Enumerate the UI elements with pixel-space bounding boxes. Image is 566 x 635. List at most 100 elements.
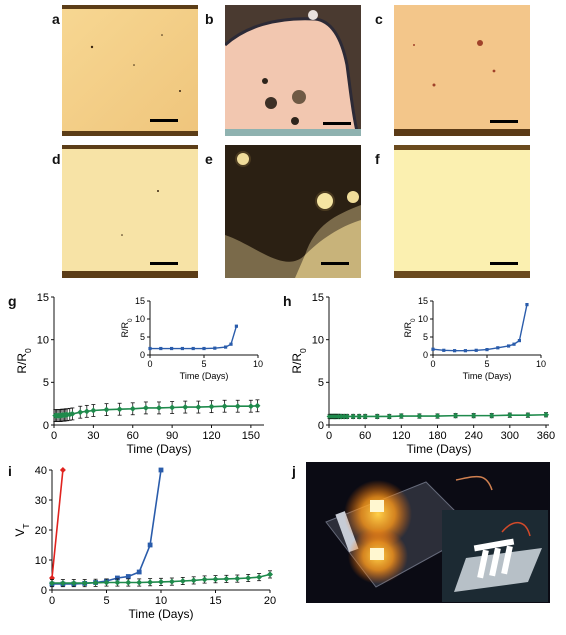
micrograph-d	[62, 145, 198, 278]
y-tick-label: 10	[135, 314, 145, 324]
scale-bar	[323, 122, 351, 125]
x-axis-label: Time (Days)	[463, 371, 512, 381]
y-tick-label: 40	[35, 465, 47, 477]
data-point	[256, 574, 263, 581]
data-point	[59, 580, 66, 587]
data-point	[453, 349, 457, 353]
data-point	[374, 413, 381, 420]
x-tick-label: 0	[326, 430, 332, 442]
data-point	[136, 569, 142, 575]
panel-label-d: d	[52, 151, 61, 167]
data-point	[234, 403, 241, 410]
data-point	[125, 579, 132, 586]
x-tick-label: 0	[51, 430, 57, 442]
data-point	[488, 412, 495, 419]
data-point	[158, 578, 164, 585]
data-point	[170, 346, 174, 351]
data-point	[356, 413, 363, 420]
data-point	[159, 346, 163, 351]
micrograph-b-image	[225, 5, 361, 136]
y-tick-label: 15	[135, 296, 145, 306]
data-point	[507, 344, 511, 348]
y-axis-label: R/R0	[15, 348, 33, 374]
data-point	[221, 403, 228, 410]
data-point	[142, 404, 149, 411]
micrograph-e-image	[225, 145, 361, 278]
x-tick-label: 5	[201, 359, 206, 369]
data-point	[517, 339, 521, 343]
data-point	[442, 348, 446, 352]
x-tick-label: 5	[484, 359, 489, 369]
y-tick-label: 10	[312, 335, 324, 347]
data-point	[92, 579, 99, 586]
g-inset-group: 0 5 10 0 5 10 15 Time (Days) R/R0	[120, 296, 263, 381]
data-point	[213, 346, 217, 350]
x-tick-label: 20	[264, 595, 276, 607]
y-tick-label: 15	[37, 292, 49, 304]
y-tick-label: 0	[318, 420, 324, 432]
y-tick-label: 10	[418, 314, 428, 324]
x-tick-label: 0	[49, 595, 55, 607]
x-tick-label: 150	[242, 430, 260, 442]
x-tick-label: 360	[537, 430, 555, 442]
x-tick-label: 60	[127, 430, 139, 442]
data-point	[338, 413, 345, 420]
data-point	[362, 413, 369, 420]
data-point	[341, 413, 348, 420]
x-axis-label: Time (Days)	[129, 607, 194, 621]
data-point	[148, 346, 152, 351]
data-point	[344, 413, 351, 420]
panel-label-i: i	[8, 463, 12, 479]
micrograph-f	[394, 145, 530, 278]
data-point	[202, 346, 206, 351]
data-point	[77, 409, 84, 416]
data-point	[114, 579, 121, 586]
data-point	[542, 411, 549, 418]
data-point	[506, 412, 513, 419]
data-point	[525, 303, 529, 307]
panel-label-c: c	[375, 11, 383, 27]
y-tick-label: 10	[37, 335, 49, 347]
data-point	[496, 346, 500, 350]
data-point	[431, 347, 435, 351]
x-tick-label: 0	[430, 359, 435, 369]
x-tick-label: 10	[536, 359, 546, 369]
data-point	[224, 345, 228, 349]
data-point	[452, 412, 459, 419]
y-tick-label: 5	[318, 377, 324, 389]
y-tick-label: 5	[140, 332, 145, 342]
i-main-group: 0 5 10 15 20 0 10 20 30 40 Time (Days) VT	[13, 465, 276, 621]
data-point	[69, 410, 76, 417]
data-point	[125, 574, 131, 579]
data-point	[169, 404, 176, 411]
series-line	[52, 469, 162, 585]
data-point	[83, 408, 90, 415]
data-point	[470, 412, 477, 419]
x-tick-label: 0	[147, 359, 152, 369]
data-point	[81, 580, 88, 587]
data-point	[90, 407, 97, 414]
micrograph-f-image	[394, 145, 530, 278]
data-point	[463, 349, 467, 353]
y-tick-label: 0	[423, 350, 428, 360]
micrograph-c-image	[394, 5, 530, 136]
data-point	[158, 467, 164, 473]
data-point	[234, 324, 238, 328]
data-point	[49, 580, 55, 587]
data-point	[350, 413, 357, 420]
scale-bar	[490, 120, 518, 123]
scale-bar	[321, 262, 349, 265]
device-photo-image	[306, 462, 550, 603]
x-tick-label: 5	[103, 595, 109, 607]
data-point	[115, 575, 120, 581]
y-tick-label: 15	[312, 292, 324, 304]
y-axis-label: R/R0	[120, 318, 134, 338]
x-axis-label: Time (Days)	[127, 442, 192, 456]
y-tick-label: 0	[43, 420, 49, 432]
panel-label-g: g	[8, 293, 17, 309]
micrograph-e	[225, 145, 361, 278]
data-point	[168, 578, 175, 585]
x-tick-label: 120	[392, 430, 410, 442]
